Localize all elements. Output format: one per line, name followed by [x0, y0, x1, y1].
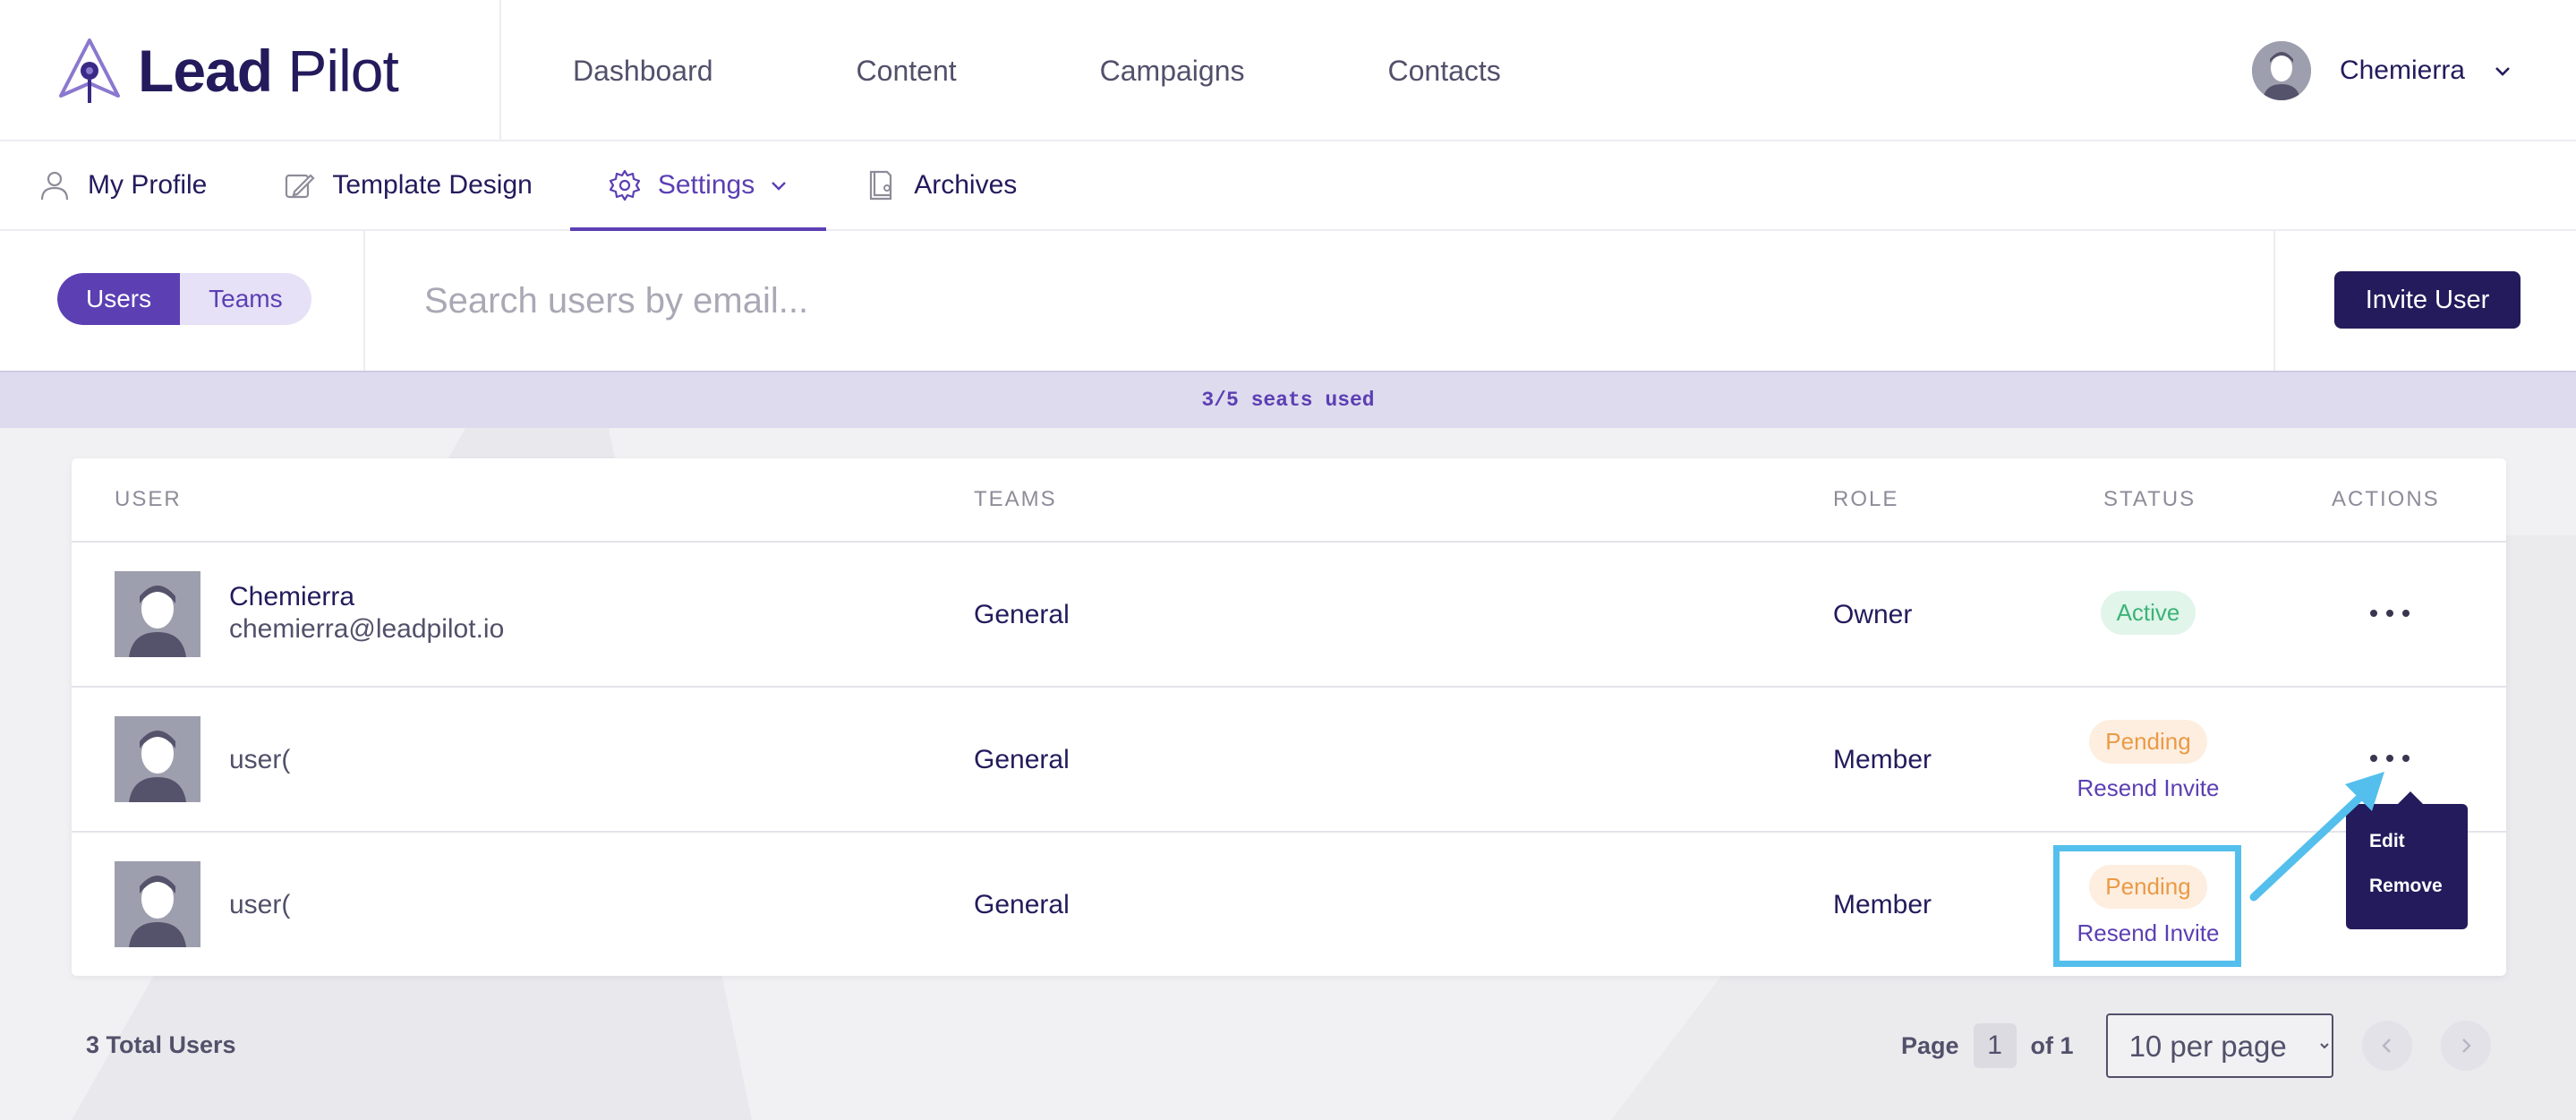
- total-users-count: 3 Total Users: [86, 1031, 236, 1058]
- pagination: Page 1 of 1 10 per page: [1901, 1013, 2491, 1078]
- tab-label: My Profile: [88, 170, 208, 200]
- column-header-role: ROLE: [1833, 487, 1899, 511]
- column-header-teams: TEAMS: [974, 487, 1057, 511]
- tab-settings[interactable]: Settings: [569, 141, 827, 231]
- status-cell: Pending Resend Invite: [2077, 720, 2220, 802]
- nav-content[interactable]: Content: [856, 54, 957, 87]
- avatar: [115, 716, 200, 802]
- chevron-down-icon[interactable]: [2492, 60, 2513, 81]
- user-name: Chemierra: [229, 582, 355, 611]
- more-actions-icon[interactable]: [2370, 600, 2410, 627]
- status-badge: Pending: [2089, 720, 2207, 764]
- user-role: Owner: [1833, 600, 1913, 629]
- avatar: [115, 571, 200, 657]
- edit-icon: [286, 174, 315, 199]
- main-nav: Dashboard Content Campaigns Contacts: [573, 0, 1644, 141]
- user-team: General: [974, 890, 1070, 919]
- table-header: USER TEAMS ROLE STATUS ACTIONS: [72, 458, 2506, 543]
- page-label: Page: [1901, 1031, 1959, 1059]
- users-table: USER TEAMS ROLE STATUS ACTIONS Chemierra…: [72, 458, 2506, 976]
- status-badge: Active: [2100, 591, 2196, 635]
- avatar: [115, 861, 200, 947]
- status-badge: Pending: [2089, 865, 2207, 909]
- users-toolbar: Users Teams Invite User: [0, 231, 2576, 371]
- nav-campaigns[interactable]: Campaigns: [1099, 54, 1245, 87]
- seats-used-text: 3/5 seats used: [1201, 389, 1375, 412]
- nav-dashboard[interactable]: Dashboard: [573, 54, 713, 87]
- current-page[interactable]: 1: [1973, 1023, 2017, 1068]
- per-page-select[interactable]: 10 per page: [2105, 1013, 2333, 1078]
- tab-archives[interactable]: Archives: [826, 141, 1054, 229]
- invite-user-button[interactable]: Invite User: [2334, 271, 2521, 329]
- nav-contacts[interactable]: Contacts: [1387, 54, 1501, 87]
- menu-item-remove[interactable]: Remove: [2369, 876, 2443, 896]
- user-role: Member: [1833, 745, 1932, 774]
- user-role: Member: [1833, 890, 1932, 919]
- column-header-actions: ACTIONS: [2332, 487, 2440, 511]
- status-cell: Pending Resend Invite: [2077, 865, 2220, 947]
- chevron-left-icon: [2381, 1039, 2391, 1053]
- table-row: user( General Member Pending Resend Invi…: [72, 688, 2506, 833]
- user-team: General: [974, 745, 1070, 774]
- archive-icon: [870, 170, 892, 201]
- annotation-highlight-box: [2053, 845, 2241, 967]
- users-toggle-button[interactable]: Users: [57, 273, 181, 325]
- resend-invite-link[interactable]: Resend Invite: [2077, 919, 2220, 946]
- next-page-button[interactable]: [2440, 1021, 2491, 1071]
- actions-dropdown-menu: Edit Remove: [2346, 791, 2468, 929]
- prev-page-button[interactable]: [2361, 1021, 2412, 1071]
- avatar: [2251, 41, 2311, 100]
- logo[interactable]: Lead Pilot: [0, 0, 501, 141]
- annotation-arrow-icon: [2249, 772, 2384, 902]
- person-icon: [40, 171, 69, 201]
- resend-invite-link[interactable]: Resend Invite: [2077, 774, 2220, 801]
- table-row: Chemierra chemierra@leadpilot.io General…: [72, 543, 2506, 688]
- column-header-user: USER: [115, 487, 182, 511]
- user-email: chemierra@leadpilot.io: [229, 614, 505, 644]
- page-total-label: of 1: [2030, 1031, 2074, 1059]
- more-actions-icon[interactable]: [2370, 745, 2410, 772]
- brand-name: Lead Pilot: [138, 38, 399, 104]
- search-container: [363, 231, 2275, 371]
- table-row: user( General Member Pending Resend Invi…: [72, 833, 2506, 978]
- seats-banner: 3/5 seats used: [0, 371, 2576, 428]
- tab-template-design[interactable]: Template Design: [244, 141, 569, 229]
- user-team: General: [974, 600, 1070, 629]
- tab-my-profile[interactable]: My Profile: [0, 141, 244, 229]
- users-teams-toggle: Users Teams: [57, 273, 311, 325]
- tab-label: Archives: [914, 170, 1018, 200]
- sub-nav: My Profile Template Design Settings Arch…: [0, 141, 2576, 231]
- tab-label: Settings: [657, 170, 755, 200]
- menu-item-edit[interactable]: Edit: [2369, 831, 2405, 851]
- search-input[interactable]: [365, 231, 2273, 371]
- user-name: user(: [229, 890, 291, 919]
- user-menu[interactable]: Chemierra: [2251, 41, 2513, 100]
- chevron-right-icon: [2461, 1039, 2471, 1053]
- top-header: Lead Pilot Dashboard Content Campaigns C…: [0, 0, 2576, 141]
- column-header-status: STATUS: [2103, 487, 2196, 511]
- status-cell: Active: [2077, 591, 2220, 635]
- chevron-down-icon: [772, 182, 787, 191]
- user-name: Chemierra: [2339, 56, 2465, 85]
- tab-label: Template Design: [332, 170, 533, 200]
- logo-icon: [59, 38, 120, 103]
- gear-icon: [609, 169, 640, 201]
- user-name: user(: [229, 745, 291, 774]
- teams-toggle-button[interactable]: Teams: [180, 273, 311, 325]
